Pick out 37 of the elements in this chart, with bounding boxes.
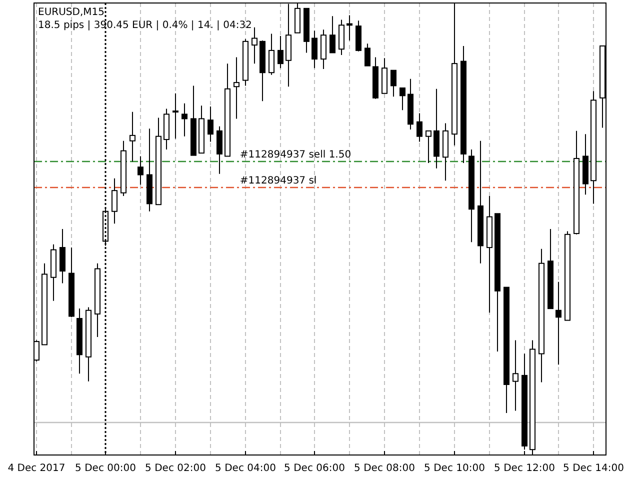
x-tick-label: 5 Dec 04:00 bbox=[215, 463, 276, 474]
x-tick-label: 5 Dec 06:00 bbox=[284, 463, 345, 474]
candlestick bbox=[390, 70, 396, 98]
x-tick-label: 5 Dec 14:00 bbox=[563, 463, 624, 474]
candlestick bbox=[234, 56, 240, 120]
candlestick bbox=[312, 30, 318, 69]
x-tick-label: 5 Dec 12:00 bbox=[494, 463, 555, 474]
candlestick bbox=[182, 102, 188, 137]
candlestick bbox=[216, 126, 222, 174]
candlestick bbox=[208, 106, 214, 142]
x-tick-label: 5 Dec 02:00 bbox=[145, 463, 206, 474]
candlestick bbox=[172, 92, 178, 140]
candlestick bbox=[512, 340, 518, 412]
candlestick bbox=[346, 14, 352, 42]
candlestick bbox=[130, 111, 136, 162]
candlestick bbox=[60, 228, 66, 284]
chart-title: EURUSD,M15 bbox=[38, 7, 104, 18]
ref-line-label: #112894937 sell 1.50 bbox=[240, 150, 352, 160]
x-tick-label: 5 Dec 10:00 bbox=[424, 463, 485, 474]
text: 18.5 pips | 390.45 EUR | 0.4% | 14. | 04:32 bbox=[38, 20, 252, 31]
candlestick bbox=[138, 156, 144, 186]
candlestick bbox=[556, 281, 562, 366]
candlestick bbox=[338, 19, 344, 56]
candlestick bbox=[416, 112, 422, 142]
candlestick bbox=[252, 26, 258, 64]
candlestick bbox=[320, 29, 326, 70]
candlestick bbox=[364, 43, 370, 66]
candlestick bbox=[112, 178, 118, 224]
candlestick bbox=[268, 33, 274, 76]
x-tick-label: 5 Dec 00:00 bbox=[75, 463, 136, 474]
x-tick-label: 5 Dec 08:00 bbox=[354, 463, 415, 474]
x-tick-label: 4 Dec 2017 bbox=[8, 463, 66, 474]
ref-line-label: #112894937 sl bbox=[240, 176, 317, 186]
candlestick bbox=[278, 35, 284, 69]
candlestick bbox=[400, 87, 406, 111]
candlestick bbox=[426, 130, 432, 164]
candlestick bbox=[330, 16, 336, 54]
